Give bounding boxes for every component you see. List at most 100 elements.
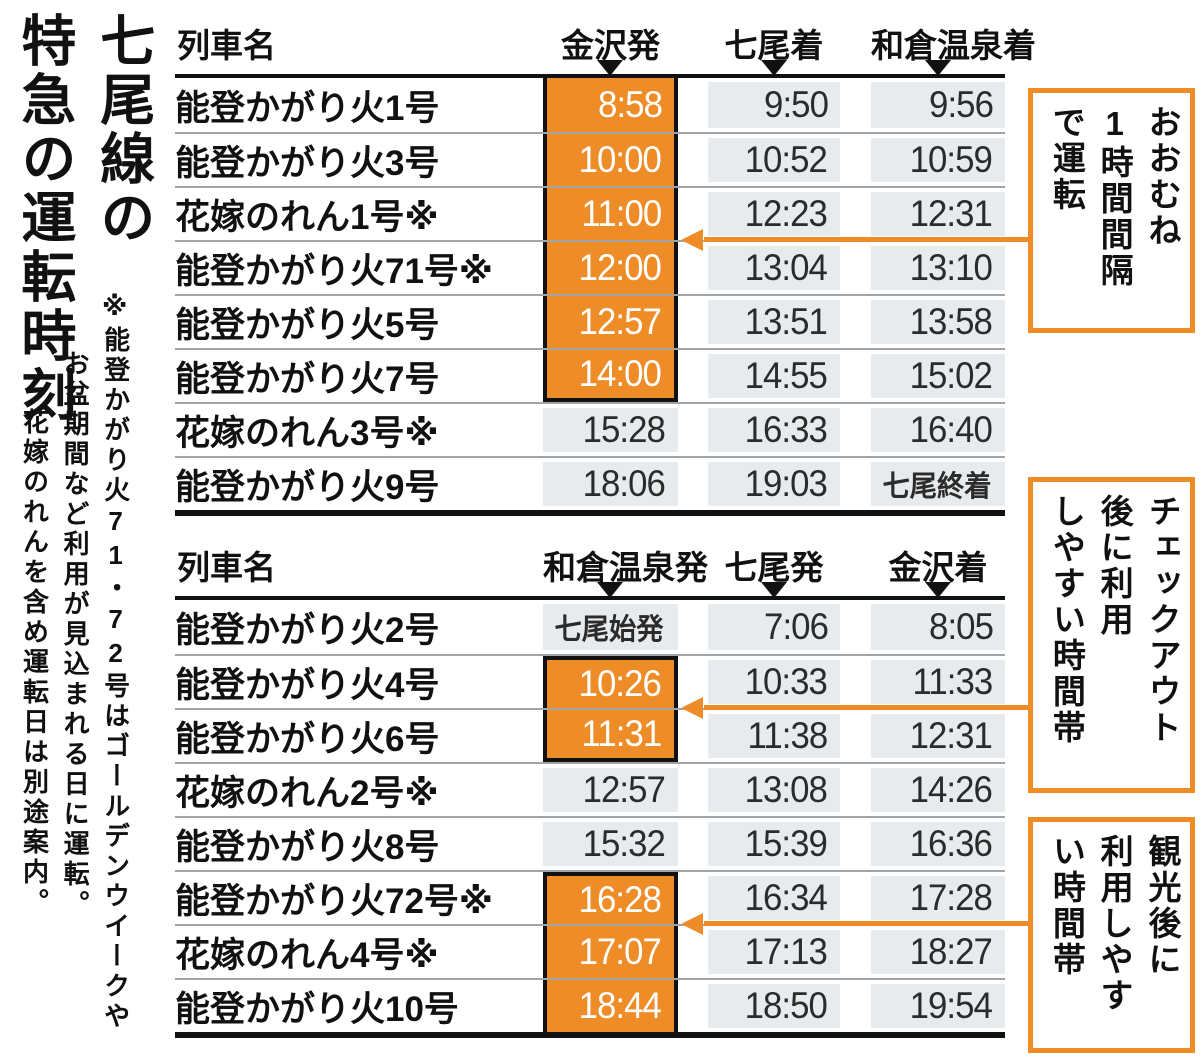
- column-gap: [840, 296, 871, 348]
- column-gap: [678, 980, 708, 1032]
- table-body: 能登かがり火2号 七尾始発 7:06 8:05 能登かがり火4号 10:26 1…: [175, 596, 1005, 1038]
- column-gap: [840, 350, 871, 402]
- time-value: 11:38: [747, 715, 829, 756]
- train-name: 能登かがり火3号: [175, 143, 440, 183]
- train-name: 能登かがり火2号: [175, 610, 440, 650]
- time-value: 10:00: [579, 139, 662, 180]
- time-value: 16:36: [910, 823, 993, 864]
- time-value: 12:57: [579, 301, 662, 342]
- column-gap: [678, 458, 708, 510]
- time-cell-highlighted: 11:31: [543, 710, 678, 762]
- callout-after-sightseeing: 観光後に 利用しやす い時間帯: [1028, 817, 1195, 1053]
- column-gap: [840, 980, 871, 1032]
- column-gap: [840, 872, 871, 924]
- time-cell: 9:50: [708, 78, 840, 132]
- time-value: 16:40: [910, 409, 993, 450]
- time-cell: 11:38: [708, 710, 840, 762]
- time-value: 15:32: [583, 823, 666, 864]
- time-cell-highlighted: 10:00: [543, 134, 678, 186]
- column-marker-triangle-icon: [925, 60, 951, 76]
- time-value: 19:03: [745, 463, 828, 504]
- time-value: 12:00: [579, 247, 662, 288]
- footnote: ※能登かがり火71・72号はゴールデンウイークや お盆期間など利用が見込まれる日…: [14, 292, 136, 1048]
- time-cell: 7:06: [708, 600, 840, 654]
- time-cell: 12:31: [871, 710, 1005, 762]
- callout-line: 後に利用: [1096, 494, 1134, 638]
- time-value: 七尾終着: [882, 471, 992, 503]
- callout-line: い時間帯: [1048, 834, 1086, 978]
- time-value: 16:33: [745, 409, 828, 450]
- arrow-line-hourly: [704, 237, 1030, 242]
- column-marker-triangle-icon: [761, 582, 787, 598]
- time-cell-highlighted: 10:26: [543, 656, 678, 708]
- arrow-head-icon: [681, 913, 703, 935]
- time-value: 18:27: [910, 931, 993, 972]
- time-cell: 15:28: [543, 404, 678, 456]
- column-gap: [840, 188, 871, 240]
- timetable-row: 能登かがり火2号 七尾始発 7:06 8:05: [175, 600, 1005, 654]
- page-title-line: 七尾線の: [91, 12, 154, 248]
- time-value: 10:33: [745, 661, 828, 702]
- time-cell: 13:04: [708, 242, 840, 294]
- time-cell: 16:34: [708, 872, 840, 924]
- time-value: 10:52: [745, 139, 828, 180]
- time-value: 12:31: [910, 715, 993, 756]
- callout-line: 観光後に: [1144, 834, 1181, 978]
- time-value: 14:00: [579, 353, 662, 394]
- time-value: 13:51: [745, 301, 828, 342]
- column-header-wakura-arr: 和倉温泉着: [871, 27, 1036, 64]
- time-value: 13:04: [745, 247, 828, 288]
- time-cell: 15:02: [871, 350, 1005, 402]
- time-cell: 12:57: [543, 764, 678, 816]
- time-cell: 18:50: [708, 980, 840, 1032]
- train-name: 能登かがり火71号※: [175, 251, 493, 291]
- time-value: 18:44: [579, 985, 662, 1026]
- time-value: 12:31: [910, 193, 993, 234]
- time-value: 17:28: [910, 877, 993, 918]
- callout-hourly-interval: おおむね 1時間間隔 で運転: [1028, 88, 1195, 333]
- column-marker-triangle-icon: [597, 582, 623, 598]
- time-value: 10:26: [579, 663, 662, 704]
- footnote-line: お盆期間など利用が見込まれる日に運転。: [60, 350, 91, 920]
- timetable-row: 能登かがり火10号 18:44 18:50 19:54: [175, 978, 1005, 1032]
- train-name: 能登かがり火9号: [175, 467, 440, 507]
- time-value: 8:05: [929, 606, 994, 647]
- column-gap: [840, 458, 871, 510]
- time-cell: 10:52: [708, 134, 840, 186]
- callout-line: 利用しやす: [1096, 834, 1134, 1014]
- time-value: 12:57: [583, 769, 666, 810]
- train-name: 能登かがり火4号: [175, 665, 440, 705]
- timetable-row: 能登かがり火3号 10:00 10:52 10:59: [175, 132, 1005, 186]
- column-gap: [678, 350, 708, 402]
- time-cell: 18:06: [543, 458, 678, 510]
- time-cell: 12:23: [708, 188, 840, 240]
- time-cell: 七尾始発: [543, 600, 678, 654]
- timetable-row: 花嫁のれん1号※ 11:00 12:23 12:31: [175, 186, 1005, 240]
- time-cell-highlighted: 14:00: [543, 350, 678, 402]
- timetable-row: 能登かがり火8号 15:32 15:39 16:36: [175, 816, 1005, 870]
- time-value: 14:26: [910, 769, 993, 810]
- time-value: 8:58: [598, 84, 663, 125]
- callout-line: おおむね: [1144, 105, 1181, 249]
- train-name: 能登かがり火7号: [175, 359, 440, 399]
- time-cell: 19:54: [871, 980, 1005, 1032]
- arrow-line-sightseeing: [704, 921, 1030, 926]
- callout-line: しやすい時間帯: [1048, 494, 1086, 746]
- column-gap: [840, 764, 871, 816]
- timetable-inbound: 列車名 和倉温泉発 七尾発 金沢着 能登かがり火2号 七尾始発 7:06 8:0…: [175, 534, 1005, 1038]
- time-cell: 10:33: [708, 656, 840, 708]
- column-marker-triangle-icon: [597, 60, 623, 76]
- column-gap: [840, 78, 871, 132]
- time-value: 13:58: [910, 301, 993, 342]
- train-name: 花嫁のれん3号※: [175, 413, 439, 453]
- time-cell: 17:13: [708, 926, 840, 978]
- time-cell: 13:10: [871, 242, 1005, 294]
- time-cell-highlighted: 18:44: [543, 980, 678, 1032]
- column-marker-triangle-icon: [925, 582, 951, 598]
- train-name: 能登かがり火6号: [175, 719, 440, 759]
- column-header-kanazawa-arr: 金沢着: [888, 549, 988, 586]
- time-cell: 16:33: [708, 404, 840, 456]
- column-gap: [678, 296, 708, 348]
- time-cell: 13:58: [871, 296, 1005, 348]
- column-marker-triangle-icon: [761, 60, 787, 76]
